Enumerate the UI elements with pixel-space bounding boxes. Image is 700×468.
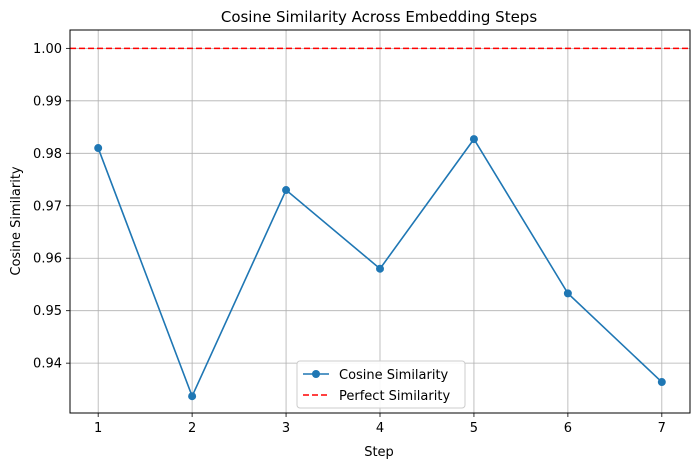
- y-tick-label: 0.97: [33, 199, 62, 214]
- legend: Cosine Similarity Perfect Similarity: [296, 360, 466, 409]
- y-axis-ticks: 0.94 0.95 0.96 0.97 0.98 0.99 1.00: [33, 42, 70, 372]
- x-tick-label: 4: [376, 421, 384, 436]
- data-point: [282, 186, 291, 195]
- x-tick-label: 6: [564, 421, 572, 436]
- legend-box: [296, 360, 466, 409]
- data-point: [94, 144, 103, 153]
- x-tick-label: 7: [658, 421, 666, 436]
- y-tick-label: 0.96: [33, 252, 62, 267]
- y-tick-label: 1.00: [33, 42, 62, 57]
- x-tick-label: 2: [188, 421, 196, 436]
- legend-marker-cosine: [312, 370, 320, 378]
- y-axis-label: Cosine Similarity: [9, 166, 24, 276]
- legend-label-cosine: Cosine Similarity: [339, 368, 449, 383]
- series-layer: [94, 135, 666, 401]
- data-point: [563, 289, 572, 298]
- data-point: [469, 135, 478, 144]
- grid: [70, 30, 690, 413]
- legend-label-perfect: Perfect Similarity: [339, 389, 450, 404]
- chart-title: Cosine Similarity Across Embedding Steps: [221, 8, 537, 26]
- x-axis-label: Step: [364, 445, 394, 460]
- y-tick-label: 0.99: [33, 94, 62, 109]
- x-tick-label: 5: [470, 421, 478, 436]
- data-point: [657, 378, 666, 387]
- data-point: [376, 264, 384, 273]
- x-axis-ticks: 1 2 3 4 5 6 7: [94, 413, 666, 436]
- y-tick-label: 0.94: [33, 357, 62, 372]
- y-tick-label: 0.95: [33, 304, 62, 319]
- x-tick-label: 1: [94, 421, 102, 436]
- data-point: [188, 392, 197, 401]
- y-tick-label: 0.98: [33, 147, 62, 162]
- x-tick-label: 3: [282, 421, 290, 436]
